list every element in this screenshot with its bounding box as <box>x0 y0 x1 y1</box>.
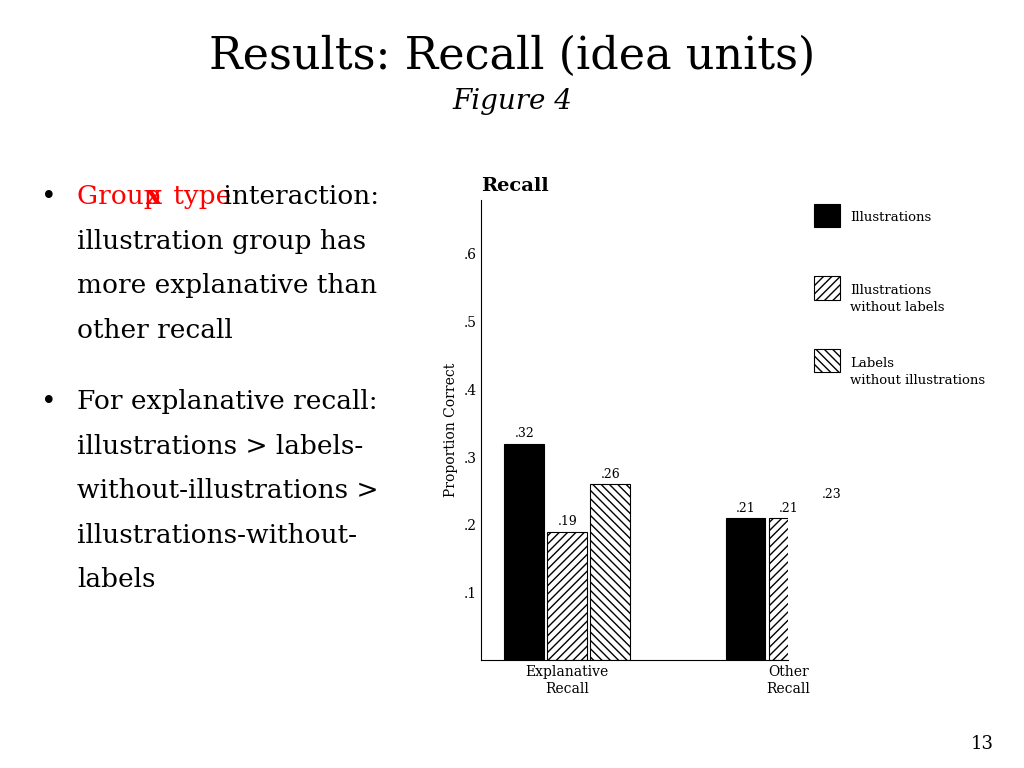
Text: without illustrations: without illustrations <box>850 374 985 387</box>
Text: illustration group has: illustration group has <box>77 229 366 254</box>
Text: 13: 13 <box>971 735 993 753</box>
Text: type: type <box>165 184 231 210</box>
Text: Results: Recall (idea units): Results: Recall (idea units) <box>209 35 815 78</box>
Text: x: x <box>146 184 162 210</box>
Text: Group: Group <box>77 184 169 210</box>
Text: .19: .19 <box>557 515 578 528</box>
Text: Illustrations: Illustrations <box>850 284 931 297</box>
Text: Figure 4: Figure 4 <box>452 88 572 115</box>
Text: illustrations > labels-: illustrations > labels- <box>77 434 364 458</box>
Bar <box>505 444 545 660</box>
Text: •: • <box>41 389 56 414</box>
Y-axis label: Proportion Correct: Proportion Correct <box>443 363 458 497</box>
Bar <box>768 518 809 660</box>
Bar <box>590 485 631 660</box>
Text: .26: .26 <box>600 468 621 481</box>
Text: .23: .23 <box>821 488 842 502</box>
Bar <box>548 531 588 660</box>
Text: For explanative recall:: For explanative recall: <box>77 389 378 414</box>
Text: •: • <box>41 184 56 210</box>
Text: labels: labels <box>77 568 156 592</box>
Text: .21: .21 <box>778 502 799 515</box>
Text: .21: .21 <box>735 502 756 515</box>
Text: without labels: without labels <box>850 301 944 314</box>
Text: Illustrations: Illustrations <box>850 211 931 224</box>
Text: Recall: Recall <box>481 177 549 195</box>
Text: without-illustrations >: without-illustrations > <box>77 478 378 503</box>
Text: illustrations-without-: illustrations-without- <box>77 523 356 548</box>
Text: .32: .32 <box>514 427 535 440</box>
Text: other recall: other recall <box>77 318 232 343</box>
Bar <box>725 518 766 660</box>
Bar <box>812 505 852 660</box>
Text: Labels: Labels <box>850 357 894 370</box>
Text: more explanative than: more explanative than <box>77 273 377 299</box>
Text: interaction:: interaction: <box>215 184 379 210</box>
